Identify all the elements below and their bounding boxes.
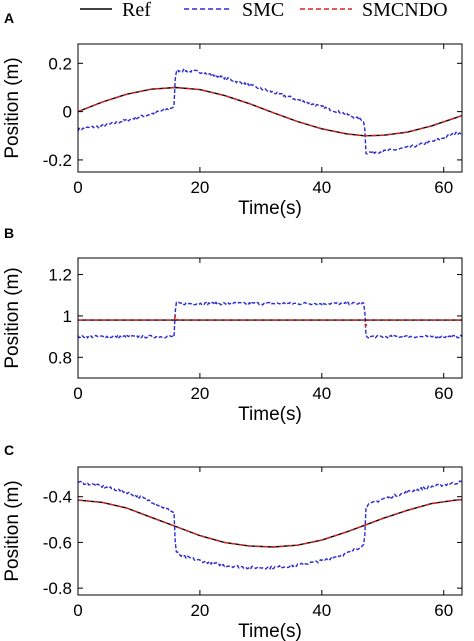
series-line-smc bbox=[78, 68, 462, 155]
series-line-ref bbox=[78, 86, 462, 137]
x-tick-label: 20 bbox=[190, 601, 209, 620]
x-axis-label: Time(s) bbox=[238, 621, 302, 641]
panel-letter: A bbox=[4, 10, 14, 26]
x-tick-label: 0 bbox=[73, 178, 82, 197]
legend-label-smc: SMC bbox=[242, 0, 284, 21]
x-tick-label: 40 bbox=[312, 384, 331, 403]
series-group bbox=[78, 68, 462, 155]
y-tick-label: -0.4 bbox=[43, 488, 72, 507]
panel-c: C 0 20 40 60 -0.8 -0.6 -0.4 Time(s) Position (m) bbox=[2, 442, 463, 641]
series-line-smc bbox=[78, 301, 462, 339]
legend: Ref SMC SMCNDO bbox=[80, 0, 448, 21]
plot-frame bbox=[77, 257, 463, 379]
x-axis-label: Time(s) bbox=[238, 198, 302, 219]
series-group bbox=[78, 301, 462, 339]
x-tick-label: 60 bbox=[434, 178, 453, 197]
y-tick-label: -0.6 bbox=[43, 533, 72, 552]
y-axis-label: Position (m) bbox=[2, 267, 23, 368]
panel-letter: B bbox=[4, 225, 14, 241]
series-group bbox=[78, 480, 462, 570]
x-tick-label: 60 bbox=[434, 601, 453, 620]
series-line-ref bbox=[78, 499, 462, 548]
x-tick-label: 20 bbox=[190, 178, 209, 197]
x-axis-label: Time(s) bbox=[238, 404, 302, 425]
x-tick-label: 40 bbox=[312, 601, 331, 620]
legend-label-ref: Ref bbox=[122, 0, 151, 21]
panel-b: B 0 20 40 60 0.8 1 1.2 Time(s) Position (m) bbox=[2, 225, 463, 425]
y-tick-label: 1 bbox=[63, 307, 72, 326]
plot-frame bbox=[77, 43, 463, 173]
panel-letter: C bbox=[4, 442, 14, 458]
plot-frame bbox=[77, 466, 463, 596]
x-tick-label: 20 bbox=[190, 384, 209, 403]
y-axis-label: Position (m) bbox=[2, 57, 23, 158]
y-axis-label: Position (m) bbox=[2, 480, 23, 581]
legend-label-smcndo: SMCNDO bbox=[362, 0, 448, 21]
y-tick-label: -0.2 bbox=[43, 151, 72, 170]
series-line-smc bbox=[78, 480, 462, 570]
series-line-smcndo bbox=[78, 315, 462, 327]
y-tick-label: -0.8 bbox=[43, 579, 72, 598]
x-tick-label: 40 bbox=[312, 178, 331, 197]
x-tick-label: 0 bbox=[73, 601, 82, 620]
series-line-smcndo bbox=[78, 86, 462, 137]
x-tick-label: 0 bbox=[73, 384, 82, 403]
y-tick-label: 0.8 bbox=[48, 348, 72, 367]
series-line-smcndo bbox=[78, 499, 462, 548]
y-tick-label: 0.2 bbox=[48, 54, 72, 73]
y-tick-label: 1.2 bbox=[48, 266, 72, 285]
x-tick-label: 60 bbox=[434, 384, 453, 403]
y-tick-label: 0 bbox=[63, 103, 72, 122]
